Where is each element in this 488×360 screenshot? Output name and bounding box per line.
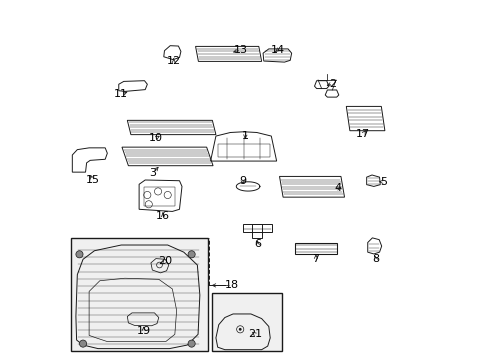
Text: 7: 7 [312,254,319,264]
Text: 2: 2 [329,78,336,89]
Bar [212,293,282,351]
Text: 21: 21 [247,329,262,339]
Bar [143,187,175,206]
Text: 10: 10 [149,133,163,143]
Text: 8: 8 [372,254,379,264]
Bar [70,238,207,351]
Text: 12: 12 [166,57,181,66]
Bar [252,224,262,238]
Bar [242,224,271,232]
Text: 19: 19 [137,326,150,336]
Text: 18: 18 [224,280,239,291]
Text: 6: 6 [254,239,261,249]
Circle shape [188,251,195,258]
Text: 20: 20 [158,256,172,266]
Text: 17: 17 [355,129,369,139]
Text: 1: 1 [241,131,248,141]
Circle shape [188,340,195,347]
Text: 16: 16 [156,211,170,221]
Text: 13: 13 [233,45,247,55]
Text: 11: 11 [114,89,128,99]
Circle shape [238,328,241,331]
Bar [217,144,269,157]
Bar [295,243,337,254]
Text: 4: 4 [334,183,341,193]
Circle shape [80,340,86,347]
Circle shape [76,251,83,258]
Text: 9: 9 [239,176,246,186]
Text: 15: 15 [85,175,100,185]
Text: 14: 14 [270,45,285,55]
Text: 3: 3 [149,168,156,178]
Text: 5: 5 [379,177,386,187]
